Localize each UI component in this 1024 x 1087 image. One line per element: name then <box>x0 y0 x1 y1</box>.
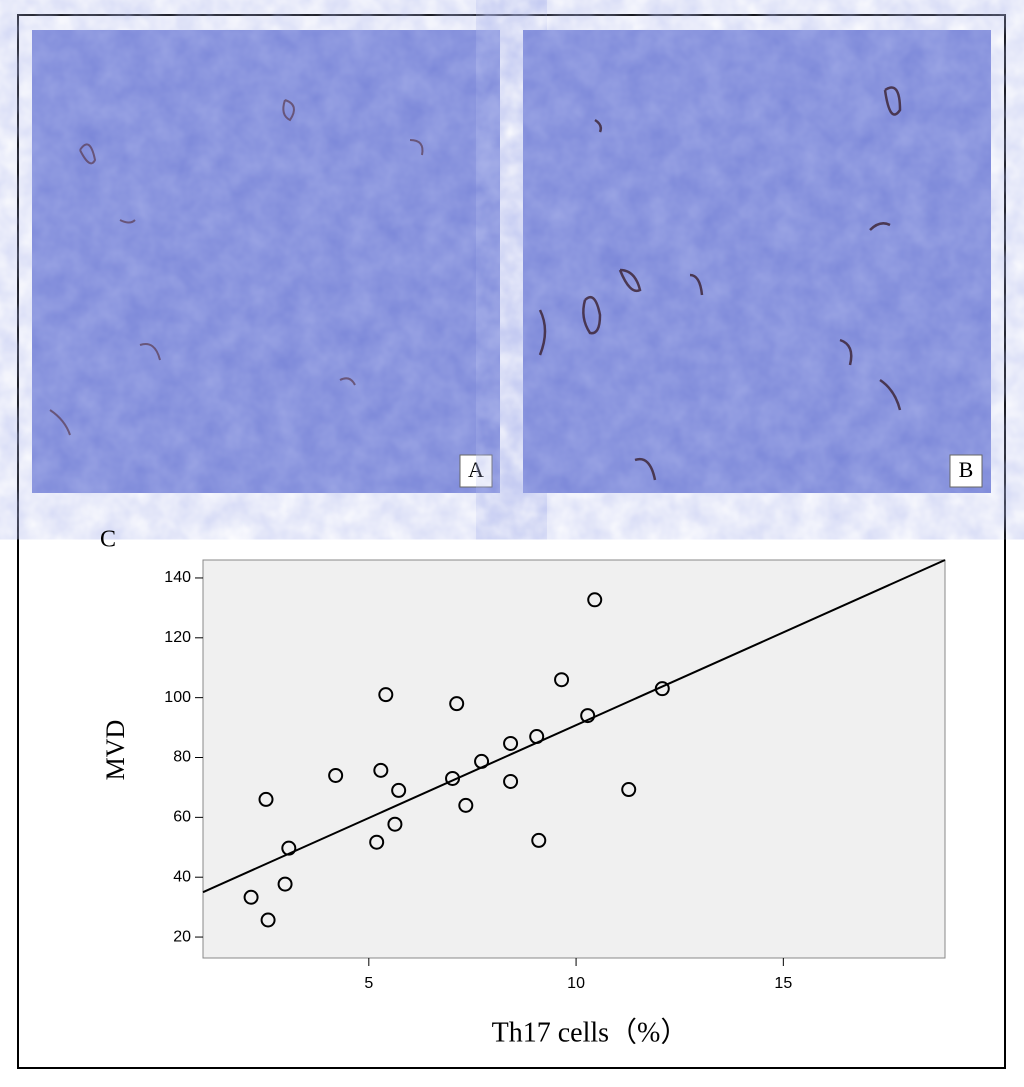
data-point <box>503 773 519 789</box>
data-point <box>445 770 461 786</box>
data-point <box>369 834 385 850</box>
scatter-plot: 20 40 60 80 100 120 140 5 10 15 Th17 cells（%） MVD <box>101 559 946 1048</box>
x-axis-label: Th17 cells（%） <box>492 1016 689 1048</box>
panel-label: A <box>468 457 484 482</box>
data-point <box>449 696 465 712</box>
data-point <box>391 782 407 798</box>
y-tick-label: 140 <box>164 569 191 586</box>
x-tick-label: 15 <box>774 975 792 992</box>
data-point <box>621 782 637 798</box>
data-point <box>474 753 490 769</box>
y-tick-label: 40 <box>173 868 191 885</box>
data-point <box>580 708 596 724</box>
data-point <box>373 762 389 778</box>
x-tick-label: 5 <box>364 975 373 992</box>
x-tick-label: 10 <box>567 975 585 992</box>
plot-area <box>202 559 946 959</box>
y-tick-label: 60 <box>173 809 191 826</box>
y-axis-label: MVD <box>101 720 130 781</box>
data-point <box>654 681 670 697</box>
fit-line <box>202 559 946 894</box>
data-point <box>260 912 276 928</box>
data-point <box>503 735 519 751</box>
panel-label: C <box>100 527 116 553</box>
data-point <box>458 797 474 813</box>
data-point <box>587 592 603 608</box>
data-point <box>554 672 570 688</box>
data-point <box>277 876 293 892</box>
y-tick-label: 80 <box>173 749 191 766</box>
data-point <box>387 816 403 832</box>
data-point <box>281 840 297 856</box>
y-tick-label: 120 <box>164 629 191 646</box>
data-point <box>258 791 274 807</box>
data-point <box>529 729 545 745</box>
data-point <box>531 832 547 848</box>
panel-label: B <box>959 457 974 482</box>
y-tick-label: 100 <box>164 689 191 706</box>
micrograph-a: A <box>32 30 500 493</box>
data-point <box>378 687 394 703</box>
micrograph-b: B <box>523 30 991 493</box>
data-point <box>243 889 259 905</box>
y-tick-label: 20 <box>173 928 191 945</box>
data-point <box>328 767 344 783</box>
